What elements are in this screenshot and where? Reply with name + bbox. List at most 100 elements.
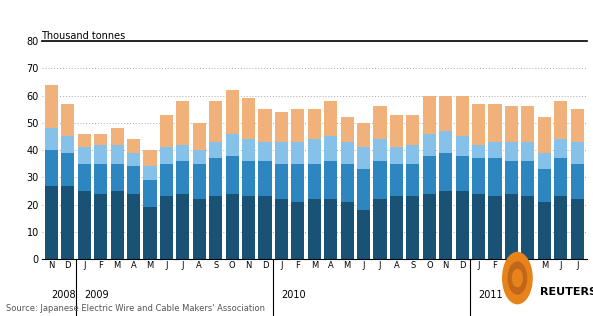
Bar: [308, 139, 321, 164]
Bar: [94, 134, 107, 145]
Bar: [439, 153, 452, 191]
Bar: [538, 117, 551, 153]
Bar: [374, 139, 387, 161]
Bar: [423, 155, 436, 194]
Circle shape: [512, 270, 522, 287]
Bar: [127, 194, 140, 259]
Bar: [259, 142, 272, 161]
Bar: [374, 161, 387, 199]
Bar: [340, 142, 354, 164]
Bar: [110, 128, 124, 145]
Bar: [406, 164, 419, 197]
Bar: [242, 139, 255, 161]
Bar: [94, 145, 107, 164]
Bar: [110, 191, 124, 259]
Bar: [554, 158, 568, 197]
Bar: [225, 155, 239, 194]
Bar: [570, 199, 584, 259]
Bar: [390, 197, 403, 259]
Bar: [554, 139, 568, 158]
Bar: [357, 169, 370, 210]
Bar: [110, 164, 124, 191]
Bar: [439, 131, 452, 153]
Bar: [570, 109, 584, 142]
Bar: [521, 197, 534, 259]
Bar: [374, 199, 387, 259]
Bar: [176, 161, 189, 194]
Bar: [357, 210, 370, 259]
Bar: [324, 199, 337, 259]
Bar: [209, 142, 222, 158]
Text: 2010: 2010: [282, 290, 306, 300]
Bar: [455, 191, 468, 259]
Bar: [455, 155, 468, 191]
Bar: [455, 137, 468, 155]
Bar: [242, 161, 255, 197]
Bar: [144, 180, 157, 207]
Bar: [439, 95, 452, 131]
Bar: [176, 145, 189, 161]
Bar: [406, 145, 419, 164]
Bar: [144, 167, 157, 180]
Bar: [225, 194, 239, 259]
Bar: [209, 158, 222, 197]
Bar: [489, 104, 502, 142]
Bar: [390, 115, 403, 147]
Bar: [209, 197, 222, 259]
Bar: [374, 106, 387, 139]
Bar: [489, 197, 502, 259]
Bar: [570, 142, 584, 164]
Bar: [521, 142, 534, 161]
Text: 2009: 2009: [84, 290, 109, 300]
Bar: [406, 115, 419, 145]
Bar: [291, 109, 304, 142]
Text: Thousand tonnes: Thousand tonnes: [42, 31, 126, 41]
Bar: [521, 161, 534, 197]
Bar: [538, 169, 551, 202]
Bar: [291, 142, 304, 164]
Bar: [78, 147, 91, 164]
Bar: [570, 164, 584, 199]
Bar: [176, 101, 189, 145]
Bar: [357, 147, 370, 169]
Bar: [45, 185, 58, 259]
Bar: [193, 150, 206, 164]
Bar: [291, 202, 304, 259]
Bar: [340, 202, 354, 259]
Bar: [390, 164, 403, 197]
Bar: [160, 164, 173, 197]
Text: Source: Japanese Electric Wire and Cable Makers' Association: Source: Japanese Electric Wire and Cable…: [6, 304, 265, 313]
Bar: [308, 199, 321, 259]
Bar: [505, 194, 518, 259]
Bar: [390, 147, 403, 164]
Bar: [45, 150, 58, 185]
Bar: [160, 115, 173, 147]
Bar: [275, 112, 288, 142]
Bar: [78, 191, 91, 259]
Bar: [275, 199, 288, 259]
Bar: [472, 104, 485, 145]
Bar: [94, 164, 107, 194]
Circle shape: [508, 262, 527, 294]
Bar: [160, 147, 173, 164]
Bar: [61, 185, 74, 259]
Bar: [324, 101, 337, 137]
Bar: [144, 207, 157, 259]
Bar: [127, 167, 140, 194]
Bar: [324, 137, 337, 161]
Bar: [45, 128, 58, 150]
Bar: [505, 142, 518, 161]
Text: 2008: 2008: [52, 290, 76, 300]
Bar: [61, 104, 74, 137]
Bar: [144, 150, 157, 167]
Bar: [275, 142, 288, 164]
Bar: [538, 153, 551, 169]
Bar: [78, 134, 91, 147]
Bar: [340, 164, 354, 202]
Bar: [406, 197, 419, 259]
Bar: [193, 123, 206, 150]
Bar: [193, 164, 206, 199]
Text: 2011: 2011: [479, 290, 503, 300]
Bar: [340, 117, 354, 142]
Bar: [127, 139, 140, 153]
